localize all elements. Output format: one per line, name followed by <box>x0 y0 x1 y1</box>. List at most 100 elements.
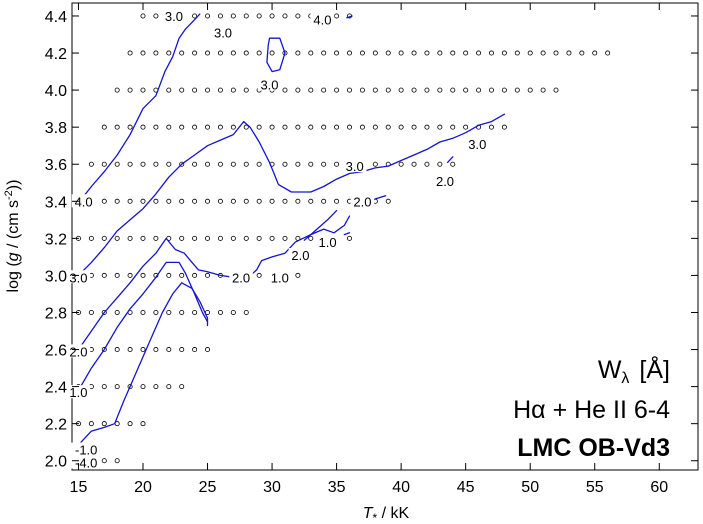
axis-ticks: 15 20 25 30 35 40 45 50 55 602.02.22.42.62.83.03.… <box>45 3 698 496</box>
grid-point <box>398 50 404 56</box>
grid-point <box>437 50 443 56</box>
grid-point <box>153 198 159 204</box>
grid-point <box>463 124 469 130</box>
grid-point <box>230 13 236 19</box>
grid-point <box>88 235 94 241</box>
grid-point <box>205 272 211 278</box>
grid-point <box>114 198 120 204</box>
grid-point <box>114 272 120 278</box>
grid-point <box>256 13 262 19</box>
contour-labels: 3.03.04.03.03.03.02.02.04.01.02.03.0 2.0 1… <box>66 8 490 471</box>
grid-point <box>398 124 404 130</box>
y-tick-label: 4.0 <box>45 83 67 100</box>
contour-label: 2.0 <box>69 344 87 359</box>
grid-point <box>592 50 598 56</box>
grid-point <box>540 87 546 93</box>
x-tick-label: 30 <box>263 479 281 496</box>
grid-point <box>179 235 185 241</box>
grid-point <box>114 161 120 167</box>
grid-point <box>308 161 314 167</box>
contour-label-bg <box>162 8 186 22</box>
contour-label-bg <box>310 12 335 26</box>
grid-point <box>166 87 172 93</box>
contour-line <box>266 37 286 73</box>
grid-point <box>282 124 288 130</box>
y-tick-label: 3.4 <box>45 194 67 211</box>
grid-point <box>347 50 353 56</box>
contour-label: 3.0 <box>346 159 364 174</box>
x-tick-label: 40 <box>392 479 410 496</box>
grid-point <box>527 87 533 93</box>
grid-point <box>308 124 314 130</box>
grid-point <box>243 235 249 241</box>
grid-point <box>153 309 159 315</box>
grid-point <box>153 13 159 19</box>
y-tick-label: 2.4 <box>45 380 67 397</box>
grid-point <box>230 309 236 315</box>
grid-point <box>269 198 275 204</box>
grid-point <box>192 309 198 315</box>
grid-point <box>295 50 301 56</box>
grid-point <box>205 347 211 353</box>
y-tick-label: 2.8 <box>45 305 67 322</box>
grid-point <box>166 198 172 204</box>
grid-point <box>217 13 223 19</box>
grid-point <box>192 198 198 204</box>
grid-point <box>179 50 185 56</box>
grid-point <box>114 309 120 315</box>
contour-label: 2.0 <box>436 174 454 189</box>
grid-point <box>153 347 159 353</box>
grid-point <box>488 50 494 56</box>
grid-point <box>153 50 159 56</box>
y-tick-label: 2.6 <box>45 343 67 360</box>
grid-point <box>140 235 146 241</box>
grid-point <box>295 272 301 278</box>
grid-point <box>243 50 249 56</box>
grid-point <box>437 124 443 130</box>
grid-point <box>269 235 275 241</box>
grid-point <box>192 347 198 353</box>
contour-line <box>77 261 209 391</box>
grid-point <box>140 87 146 93</box>
grid-point <box>140 13 146 19</box>
contour-label: 3.0 <box>260 78 278 93</box>
y-tick-label: 4.4 <box>45 9 67 26</box>
grid-point <box>514 50 520 56</box>
grid-point <box>488 87 494 93</box>
grid-point <box>424 50 430 56</box>
grid-point <box>372 50 378 56</box>
grid-point <box>488 124 494 130</box>
contour-label-bg <box>70 442 102 456</box>
grid-point <box>166 50 172 56</box>
contour-label: 4.0 <box>75 194 93 209</box>
grid-point <box>179 87 185 93</box>
contour-line <box>346 15 353 19</box>
grid-point <box>166 384 172 390</box>
grid-point <box>217 161 223 167</box>
grid-point <box>101 161 107 167</box>
grid-point <box>295 161 301 167</box>
grid-point <box>321 87 327 93</box>
grid-point <box>101 235 107 241</box>
grid-point <box>153 384 159 390</box>
grid-point <box>295 124 301 130</box>
contour-label: 3.0 <box>69 270 87 285</box>
grid-point <box>463 87 469 93</box>
grid-point <box>217 50 223 56</box>
grid-point <box>114 347 120 353</box>
grid-point <box>424 124 430 130</box>
grid-point <box>359 50 365 56</box>
grid-point <box>153 161 159 167</box>
grid-point <box>295 87 301 93</box>
grid-point <box>205 50 211 56</box>
grid-point <box>114 458 120 464</box>
grid-point <box>308 87 314 93</box>
grid-point <box>140 421 146 427</box>
grid-point <box>269 13 275 19</box>
grid-point <box>334 50 340 56</box>
grid-point <box>88 421 94 427</box>
grid-point <box>334 124 340 130</box>
grid-point <box>101 309 107 315</box>
legend-lines: Hα + He II 6-4 <box>513 396 670 424</box>
grid-point <box>127 198 133 204</box>
